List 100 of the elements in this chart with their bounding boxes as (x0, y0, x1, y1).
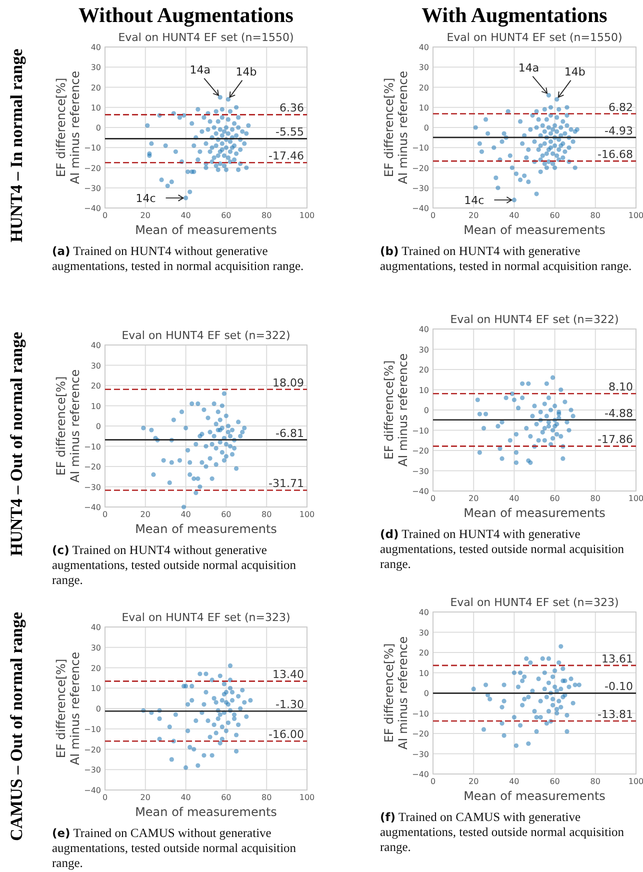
x-tick-label: 0 (430, 494, 436, 503)
x-tick-label: 80 (262, 211, 272, 220)
x-tick-label: 40 (180, 793, 191, 802)
x-tick-label: 20 (140, 211, 150, 220)
x-tick-label: 100 (299, 211, 315, 220)
text: (b) Trained on HUNT4 with generative augmentations, tested in normal acquisition range. (380, 244, 632, 273)
x-tick-label: 40 (509, 494, 520, 503)
y-tick-label: 10 (418, 386, 429, 395)
y-tick-label: −10 (412, 709, 429, 718)
y-tick-label: 0 (424, 406, 429, 415)
x-tick-label: 20 (468, 211, 479, 220)
text: HUNT4 – Out of normal range (7, 331, 26, 556)
y-axis-title: EF difference[%] AI minus reference (54, 652, 82, 766)
text: (c) Trained on HUNT4 without generative augmentations, tested outside normal acquisition range. (52, 543, 297, 587)
y-tick-label: 40 (90, 623, 101, 632)
y-tick-label: −40 (412, 487, 429, 496)
y-axis-title: EF difference[%] AI minus reference (54, 70, 82, 184)
y-tick-label: 20 (90, 83, 101, 92)
y-tick-label: −20 (84, 745, 101, 754)
x-tick-label: 60 (221, 510, 232, 519)
ref-line-label: -16.00 (268, 728, 304, 742)
ref-line-label: -16.68 (598, 148, 633, 162)
y-tick-label: 30 (418, 63, 429, 72)
y-tick-label: 40 (90, 341, 101, 350)
ref-line-label: -13.81 (598, 708, 633, 721)
x-tick-label: 100 (299, 793, 315, 802)
x-tick-label: 100 (628, 211, 643, 220)
annotation: 14b (564, 65, 586, 78)
y-tick-label: −10 (412, 426, 429, 436)
y-tick-label: −20 (84, 462, 101, 472)
x-tick-label: 80 (262, 510, 272, 519)
x-tick-label: 0 (102, 211, 108, 220)
text: (f) Trained on CAMUS with generative augmentations, tested outside normal acquisition range. (380, 810, 625, 854)
annotation: 14a (190, 63, 211, 76)
y-tick-label: 0 (96, 124, 101, 132)
ref-line-label: 13.40 (272, 668, 304, 682)
annotation: 14c (136, 192, 156, 205)
y-tick-label: 10 (90, 684, 101, 694)
ref-line-label: -6.81 (276, 426, 304, 440)
y-tick-label: 0 (424, 124, 429, 132)
y-axis-title: EF difference[%] AI minus reference (382, 353, 410, 467)
y-tick-label: 30 (418, 345, 429, 354)
x-axis-title: Mean of measurements (135, 522, 277, 536)
x-tick-label: 60 (550, 211, 560, 220)
x-tick-label: 60 (550, 777, 560, 786)
ref-line-label: -17.86 (598, 433, 633, 446)
x-axis-title: Mean of measurements (464, 506, 606, 520)
x-tick-label: 100 (299, 510, 315, 519)
y-tick-label: 40 (418, 608, 429, 617)
y-axis-title: EF difference[%] AI minus reference (382, 636, 410, 750)
y-tick-label: 20 (418, 83, 429, 92)
y-axis-title: EF difference[%] AI minus reference (382, 70, 410, 184)
ref-line-label: 13.61 (602, 652, 633, 666)
x-tick-label: 40 (180, 510, 191, 519)
ref-line-label: 6.36 (280, 102, 304, 115)
y-tick-label: −10 (412, 144, 429, 153)
x-tick-label: 0 (102, 793, 108, 802)
x-tick-label: 80 (590, 494, 600, 503)
ref-line-label: 6.82 (608, 100, 633, 114)
y-tick-label: −30 (84, 482, 101, 492)
y-tick-label: 10 (90, 402, 101, 411)
ref-line-label: 8.10 (608, 380, 633, 394)
x-tick-label: 80 (590, 211, 600, 220)
x-axis-title: Mean of measurements (464, 223, 606, 237)
y-tick-label: 30 (90, 643, 101, 652)
x-tick-label: 20 (140, 510, 150, 519)
y-tick-label: −10 (84, 442, 101, 452)
ref-line-label: -4.88 (604, 406, 633, 420)
chart-title: Eval on HUNT4 EF set (n=323) (450, 596, 619, 609)
x-tick-label: 60 (221, 211, 232, 220)
y-tick-label: 30 (90, 361, 101, 370)
y-tick-label: −30 (412, 184, 429, 193)
y-tick-label: −20 (412, 446, 429, 456)
annotation: 14a (518, 61, 540, 74)
y-tick-label: 10 (90, 103, 101, 112)
y-tick-label: −30 (84, 184, 101, 193)
x-tick-label: 40 (509, 777, 520, 786)
y-tick-label: 10 (418, 668, 429, 678)
y-tick-label: −10 (84, 724, 101, 734)
chart-title: Eval on HUNT4 EF set (n=323) (122, 611, 290, 624)
chart-title: Eval on HUNT4 EF set (n=322) (450, 313, 619, 326)
y-tick-label: 20 (90, 382, 101, 390)
annotation: 14c (464, 194, 484, 207)
chart-title: Eval on HUNT4 EF set (n=1550) (118, 31, 294, 44)
y-tick-label: −30 (412, 466, 429, 476)
ref-line-label: -5.55 (276, 126, 304, 139)
y-tick-label: −40 (84, 204, 101, 213)
x-tick-label: 0 (430, 211, 436, 220)
chart-title: Eval on HUNT4 EF set (n=322) (122, 329, 290, 342)
y-tick-label: 40 (418, 43, 429, 52)
text: Without Augmentations (78, 3, 294, 27)
y-tick-label: −40 (412, 204, 429, 213)
ref-line-label: -1.30 (276, 698, 304, 712)
y-tick-label: 0 (96, 422, 101, 431)
ref-line-label: -4.93 (604, 124, 633, 138)
text: (a) Trained on HUNT4 without generative augmentations, tested in normal acquisition range. (52, 244, 304, 273)
y-tick-label: −20 (412, 164, 429, 173)
x-tick-label: 80 (262, 793, 272, 802)
y-tick-label: −30 (412, 750, 429, 759)
y-tick-label: 40 (418, 325, 429, 334)
